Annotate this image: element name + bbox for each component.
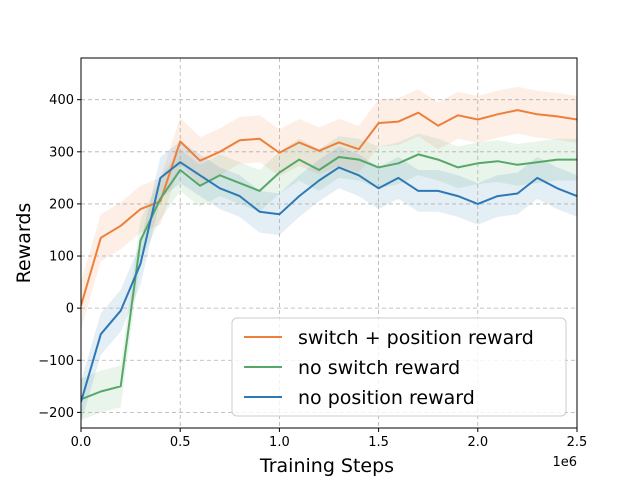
- legend-label: switch + position reward: [298, 327, 534, 349]
- series-line-2: [81, 161, 577, 403]
- x-tick-label: 0.5: [170, 435, 191, 450]
- x-tick-label: 2.0: [467, 435, 488, 450]
- x-tick-label: 1.5: [368, 435, 389, 450]
- series-band-2: [81, 141, 577, 423]
- x-tick-label: 0.0: [71, 435, 92, 450]
- y-axis-label: Rewards: [13, 203, 35, 284]
- y-tick-label: 300: [49, 145, 74, 160]
- x-axis-label: Training Steps: [259, 455, 394, 477]
- plot-frame: [80, 57, 578, 429]
- x-tick-label: 1.0: [269, 435, 290, 450]
- legend-box: [231, 317, 567, 417]
- series-band-0: [81, 86, 577, 329]
- series-band-1: [81, 133, 577, 421]
- confidence-bands: [81, 86, 577, 423]
- y-tick-label: 200: [49, 197, 74, 212]
- legend: switch + position reward no switch reward…: [231, 317, 567, 417]
- x-offset-label: 1e6: [552, 455, 577, 470]
- x-axis: 0.0 0.5 1.0 1.5 2.0 2.5: [71, 428, 588, 450]
- series-lines: [81, 109, 577, 403]
- y-tick-label: −100: [38, 354, 74, 369]
- series-line-0: [81, 109, 577, 306]
- x-tick-label: 2.5: [567, 435, 588, 450]
- y-tick-label: 400: [49, 93, 74, 108]
- y-axis: −200 −100 0 100 200 300 400: [38, 93, 81, 421]
- legend-label: no switch reward: [298, 357, 460, 379]
- y-tick-label: −200: [38, 406, 74, 421]
- y-tick-label: 0: [66, 302, 74, 317]
- legend-label: no position reward: [298, 387, 475, 409]
- y-tick-label: 100: [49, 250, 74, 265]
- series-line-1: [81, 153, 577, 401]
